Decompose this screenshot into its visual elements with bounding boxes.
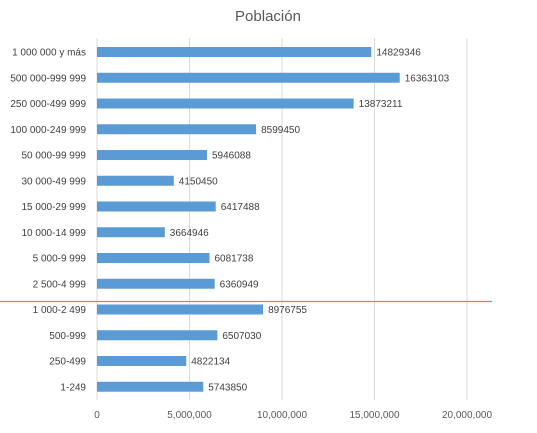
bar [97, 381, 204, 392]
data-label: 6081738 [215, 254, 254, 265]
bar [97, 72, 400, 83]
category-label: 2 500-4 999 [33, 279, 87, 290]
data-label: 16363103 [405, 73, 450, 84]
bar [97, 124, 257, 135]
x-tick-label: 20,000,000 [442, 410, 492, 421]
x-axis-ticks: 0 5,000,000 10,000,000 15,000,000 20,000,000 [94, 410, 492, 421]
data-label: 4822134 [191, 357, 230, 368]
gridlines [96, 38, 468, 400]
chart-title: Población [235, 8, 301, 25]
bar [97, 98, 354, 109]
x-tick-label: 0 [94, 410, 100, 421]
category-label: 1-249 [60, 382, 86, 393]
bar [97, 253, 210, 263]
data-label: 4150450 [179, 176, 218, 187]
category-label: 1 000 000 y más [12, 48, 86, 59]
bar [97, 304, 264, 315]
data-label: 6507030 [222, 331, 261, 342]
category-label: 10 000-14 999 [21, 228, 86, 239]
category-label: 50 000-99 999 [21, 151, 86, 162]
bar [97, 47, 372, 57]
category-label: 30 000-49 999 [21, 176, 86, 187]
bar [97, 150, 208, 160]
bar [97, 227, 165, 238]
data-label: 5946088 [212, 151, 251, 162]
data-label: 8976755 [268, 305, 307, 316]
category-label: 250-499 [49, 357, 86, 368]
bar [97, 278, 215, 289]
category-label: 100 000-249 999 [10, 125, 86, 136]
category-labels: 1 000 000 y más 14829346 500 000-999 999 16… [10, 48, 449, 394]
data-label: 3664946 [170, 228, 209, 239]
data-label: 6360949 [220, 279, 259, 290]
data-label: 14829346 [376, 48, 421, 59]
data-label: 8599450 [261, 125, 300, 136]
category-label: 500-999 [49, 331, 86, 342]
category-label: 15 000-29 999 [21, 202, 86, 213]
bars [97, 47, 400, 392]
category-label: 1 000-2 499 [33, 305, 87, 316]
data-label: 5743850 [208, 382, 247, 393]
data-label: 6417488 [221, 202, 260, 213]
x-tick-label: 15,000,000 [349, 410, 399, 421]
category-label: 500 000-999 999 [10, 73, 86, 84]
bar [97, 330, 218, 341]
x-tick-label: 5,000,000 [167, 410, 212, 421]
category-label: 5 000-9 999 [33, 254, 87, 265]
category-label: 250 000-499 999 [10, 99, 86, 110]
data-label: 13873211 [359, 99, 403, 110]
bar [97, 175, 174, 186]
bar [97, 201, 216, 212]
bar [97, 356, 187, 366]
x-tick-label: 10,000,000 [257, 410, 307, 421]
